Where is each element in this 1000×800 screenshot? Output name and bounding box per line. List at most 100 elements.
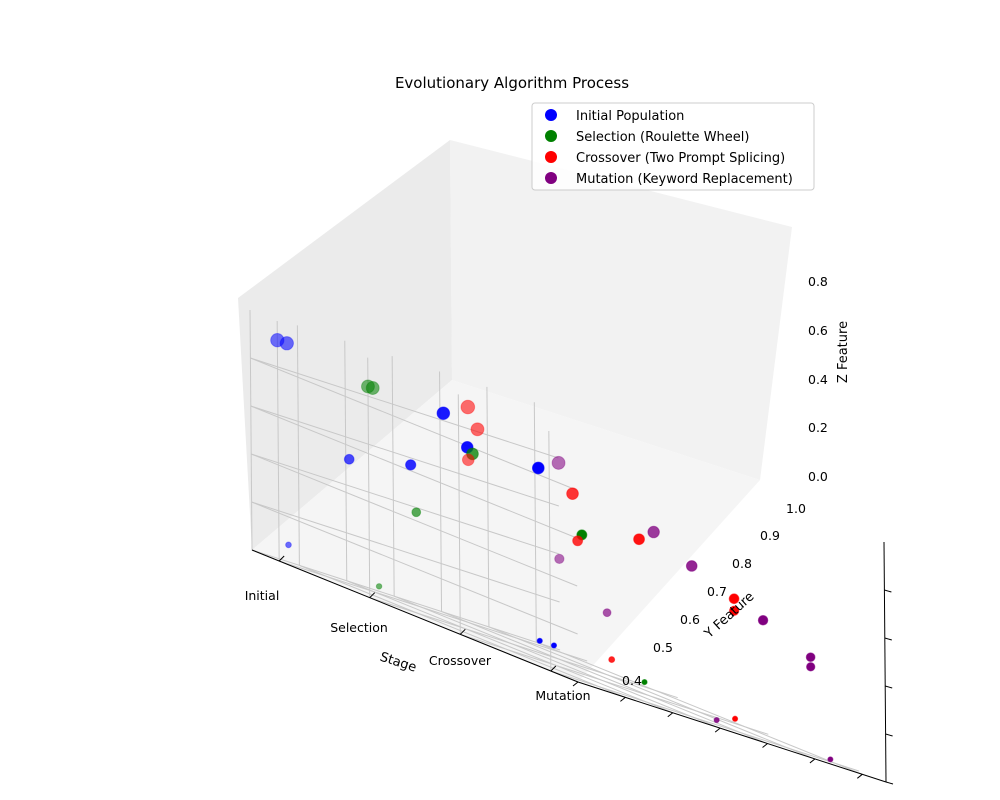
y-tick-label: 1.0 [786,501,806,516]
z-axis-label: Z Feature [836,321,851,383]
data-point-series-1 [375,583,383,590]
data-point-series-3 [647,525,660,539]
z-tick-label: 0.8 [808,274,828,289]
back-wall-grid-y [296,325,300,566]
legend-marker-initial [545,109,557,121]
x-tick-mark [369,592,376,599]
z-tick-label: 0.6 [808,323,828,338]
data-point-series-2 [460,399,476,415]
left-wall-grid-z [250,405,577,539]
data-point-series-3 [554,553,565,565]
data-point-series-1 [641,679,648,686]
x-tick-mark [278,555,285,562]
floor-grid-y [299,564,626,698]
left-wall-grid-z [251,501,578,635]
y-tick-mark [809,758,816,764]
left-wall-grid-x [367,357,371,598]
data-point-series-0 [279,336,294,351]
data-point-series-3 [805,652,816,663]
y-tick-mark [572,681,579,687]
legend: Initial Population Selection (Roulette W… [531,102,815,191]
z-tick-label: 0.2 [808,420,828,435]
y-tick-mark [762,743,768,748]
data-point-series-3 [551,455,566,470]
z-tick-label: 0.4 [808,372,828,387]
data-point-series-2 [566,487,579,500]
data-point-series-2 [728,593,740,605]
z-tick-mark [885,733,893,737]
legend-marker-crossover [545,151,557,163]
z-tick-mark [885,781,894,785]
legend-label-crossover: Crossover (Two Prompt Splicing) [576,151,785,166]
legend-label-initial: Initial Population [576,109,684,124]
floor-pane [252,380,760,682]
legend-frame [531,102,815,191]
axis-lines [251,541,894,785]
back-wall-grid-y [533,402,537,643]
left-wall-grid-z [251,453,578,587]
y-tick-mark [620,696,626,702]
y-tick-label: 0.9 [760,528,780,543]
back-pane [450,140,792,480]
floor-grid-y [393,595,721,729]
floor-grid-y [536,641,863,775]
legend-label-mutation: Mutation (Keyword Replacement) [576,172,793,187]
data-points [270,333,834,763]
y-axis-line [577,681,887,783]
data-point-series-3 [685,560,698,572]
data-point-series-0 [343,453,355,465]
data-point-series-3 [806,662,816,672]
y-tick-mark [714,727,721,733]
floor-grid-y [346,580,673,714]
chart-title: Evolutionary Algorithm Process [395,74,629,92]
data-point-series-3 [757,614,769,626]
z-tick-mark [885,685,893,689]
axis-panes [238,140,792,682]
data-point-series-0 [550,642,558,649]
data-point-series-2 [608,656,616,664]
data-point-series-2 [731,715,739,722]
z-tick-mark [884,637,892,641]
y-tick-label: 0.8 [732,556,752,571]
floor-grid-y [441,611,768,745]
y-tick-label: 0.5 [653,640,673,655]
legend-marker-mutation [545,172,557,184]
data-point-series-3 [602,608,612,618]
back-wall-grid-z [251,501,560,603]
data-point-series-3 [713,716,720,724]
x-axis-line [251,549,579,683]
data-point-series-2 [729,605,740,616]
data-point-series-2 [633,533,645,546]
left-wall-grid-x [457,394,461,635]
data-point-series-2 [461,453,475,467]
x-tick-mark [550,665,557,672]
x-axis-label: Stage [378,650,418,676]
x-tick-mark [459,628,466,635]
data-point-series-0 [436,406,451,421]
data-point-series-0 [531,461,545,475]
legend-marker-selection [545,130,557,142]
back-wall-grid-y [391,356,395,597]
data-point-series-0 [405,459,417,471]
legend-label-selection: Selection (Roulette Wheel) [576,130,749,145]
data-point-series-2 [470,422,485,437]
y-tick-label: 0.6 [680,612,700,627]
back-wall-grid-y [249,309,253,551]
z-tick-mark [884,589,892,593]
back-wall-grid-y [486,386,490,627]
data-point-series-1 [365,381,380,395]
z-axis-line [883,541,887,783]
y-tick-label: 0.7 [707,584,727,599]
x-tick-label: Mutation [535,688,590,703]
y-tick-mark [667,712,674,718]
x-tick-label: Initial [245,588,280,603]
grid-lines [249,309,863,775]
data-point-series-0 [536,637,543,644]
floor-grid-y [488,626,816,760]
back-wall-grid-z [251,549,561,651]
y-tick-label: 0.4 [622,673,642,688]
left-wall-grid-z [250,357,577,491]
back-wall-grid-z [250,357,559,459]
left-wall-grid-x [276,320,280,562]
